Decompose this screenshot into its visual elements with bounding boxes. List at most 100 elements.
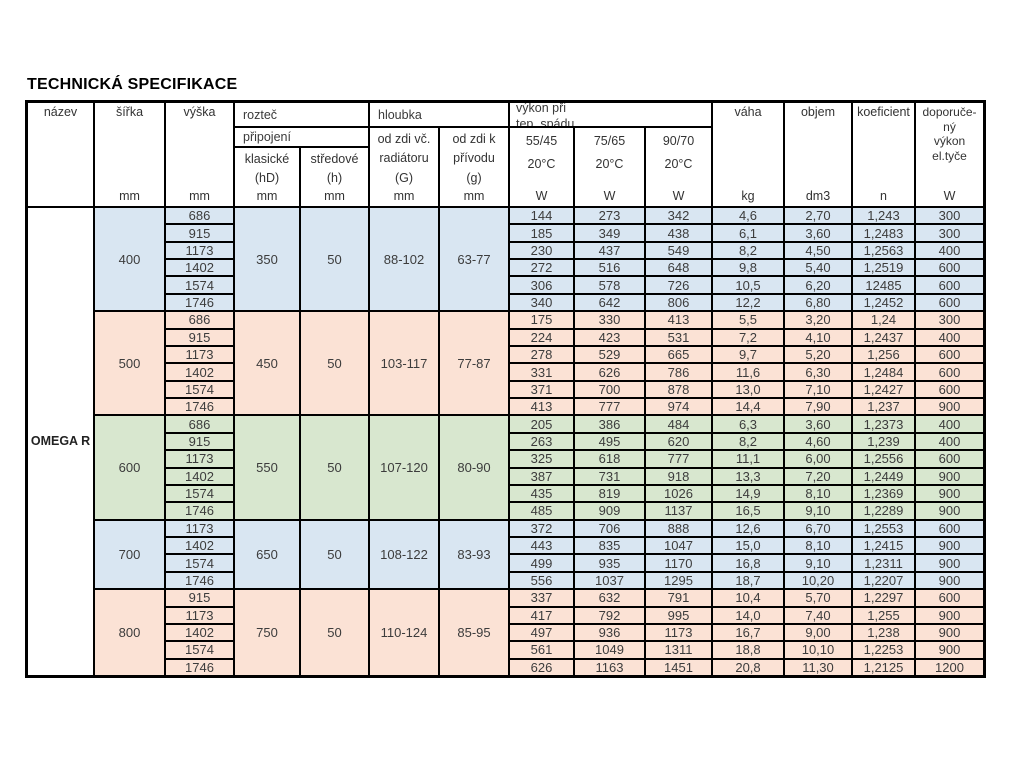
power-55-45-value-cell: 626 bbox=[510, 659, 573, 675]
power-90-70-value-cell: 791 bbox=[646, 590, 711, 606]
power-75-65-value-cell: 777 bbox=[575, 399, 644, 415]
power-90-70-value-cell: 777 bbox=[646, 451, 711, 467]
recommended-power-value-cell: 600 bbox=[916, 451, 983, 467]
weight-value-cell: 8,2 bbox=[713, 433, 783, 450]
col-header-power-55-45-unit: W bbox=[535, 189, 548, 203]
power-90-70-value-cell: 1295 bbox=[646, 572, 711, 589]
power-55-45-value-cell: 230 bbox=[510, 242, 573, 259]
page-title: TECHNICKÁ SPECIFIKACE bbox=[27, 76, 238, 93]
recommended-power-value-cell: 1200 bbox=[916, 659, 983, 675]
power-90-70-value-cell: 806 bbox=[646, 294, 711, 311]
coefficient-value-cell: 1,255 bbox=[853, 607, 914, 623]
power-75-65-value-cell: 1049 bbox=[575, 642, 644, 658]
depth-g-value-cell: 85-95 bbox=[440, 590, 508, 675]
col-header-power-90-70-label: 90/70 20°C bbox=[662, 134, 695, 171]
col-header-weight-unit: kg bbox=[741, 189, 755, 203]
volume-value-cell: 6,80 bbox=[785, 294, 851, 311]
coefficient-value-cell: 12485 bbox=[853, 277, 914, 293]
volume-value-cell: 9,10 bbox=[785, 503, 851, 519]
recommended-power-value-cell: 900 bbox=[916, 555, 983, 571]
height-value-cell: 686 bbox=[166, 416, 233, 432]
recommended-power-value-cell: 600 bbox=[916, 590, 983, 606]
coefficient-value-cell: 1,238 bbox=[853, 624, 914, 641]
col-header-recommended-power-label: doporuče- ný výkon el.tyče bbox=[922, 105, 977, 163]
recommended-power-value-cell: 600 bbox=[916, 260, 983, 276]
weight-value-cell: 14,0 bbox=[713, 607, 783, 623]
col-header-pitch-classic-label: klasické (hD) bbox=[244, 152, 290, 186]
power-90-70-value-cell: 878 bbox=[646, 381, 711, 398]
volume-value-cell: 2,70 bbox=[785, 208, 851, 224]
recommended-power-value-cell: 600 bbox=[916, 294, 983, 311]
col-header-power-90-70: 90/70 20°C W bbox=[646, 128, 711, 206]
col-header-depth-g: od zdi k přívodu (g) mm bbox=[440, 128, 508, 206]
power-75-65-value-cell: 495 bbox=[575, 433, 644, 450]
height-value-cell: 915 bbox=[166, 590, 233, 606]
power-75-65-value-cell: 349 bbox=[575, 225, 644, 241]
recommended-power-value-cell: 600 bbox=[916, 346, 983, 363]
height-value-cell: 1746 bbox=[166, 399, 233, 415]
col-header-coefficient-unit: n bbox=[880, 189, 887, 203]
col-header-height-unit: mm bbox=[189, 189, 210, 203]
power-90-70-value-cell: 531 bbox=[646, 329, 711, 345]
power-75-65-value-cell: 330 bbox=[575, 312, 644, 328]
depth-g-value-cell: 63-77 bbox=[440, 208, 508, 311]
power-90-70-value-cell: 342 bbox=[646, 208, 711, 224]
col-header-depth-G-label: od zdi vč. radiátoru (G) bbox=[377, 132, 431, 185]
volume-value-cell: 4,50 bbox=[785, 242, 851, 259]
weight-value-cell: 9,8 bbox=[713, 260, 783, 276]
power-90-70-value-cell: 484 bbox=[646, 416, 711, 432]
weight-value-cell: 11,6 bbox=[713, 364, 783, 380]
height-value-cell: 1574 bbox=[166, 277, 233, 293]
volume-value-cell: 4,60 bbox=[785, 433, 851, 450]
pitch-classic-value-cell: 350 bbox=[235, 208, 299, 311]
col-header-name-label: název bbox=[43, 105, 78, 119]
volume-value-cell: 11,30 bbox=[785, 659, 851, 675]
power-75-65-value-cell: 423 bbox=[575, 329, 644, 345]
col-header-pitch-classic-unit: mm bbox=[256, 189, 278, 203]
coefficient-value-cell: 1,2289 bbox=[853, 503, 914, 519]
col-header-volume: objem dm3 bbox=[785, 103, 851, 206]
height-value-cell: 1402 bbox=[166, 260, 233, 276]
weight-value-cell: 4,6 bbox=[713, 208, 783, 224]
col-header-depth: hloubka bbox=[370, 103, 508, 126]
col-header-depth-G-unit: mm bbox=[393, 189, 415, 203]
depth-G-value-cell: 107-120 bbox=[370, 416, 438, 519]
coefficient-value-cell: 1,256 bbox=[853, 346, 914, 363]
volume-value-cell: 7,90 bbox=[785, 399, 851, 415]
height-value-cell: 1574 bbox=[166, 485, 233, 502]
volume-value-cell: 6,30 bbox=[785, 364, 851, 380]
coefficient-value-cell: 1,239 bbox=[853, 433, 914, 450]
power-90-70-value-cell: 1451 bbox=[646, 659, 711, 675]
height-value-cell: 686 bbox=[166, 312, 233, 328]
power-75-65-value-cell: 936 bbox=[575, 624, 644, 641]
width-value-cell: 400 bbox=[95, 208, 164, 311]
col-header-power-55-45-label: 55/45 20°C bbox=[525, 134, 558, 171]
coefficient-value-cell: 1,2563 bbox=[853, 242, 914, 259]
recommended-power-value-cell: 900 bbox=[916, 624, 983, 641]
col-header-pitch-classic: klasické (hD) mm bbox=[235, 148, 299, 206]
power-55-45-value-cell: 325 bbox=[510, 451, 573, 467]
weight-value-cell: 10,4 bbox=[713, 590, 783, 606]
power-55-45-value-cell: 372 bbox=[510, 520, 573, 537]
recommended-power-value-cell: 900 bbox=[916, 642, 983, 658]
weight-value-cell: 12,6 bbox=[713, 520, 783, 537]
power-55-45-value-cell: 224 bbox=[510, 329, 573, 345]
volume-value-cell: 7,40 bbox=[785, 607, 851, 623]
power-75-65-value-cell: 935 bbox=[575, 555, 644, 571]
power-55-45-value-cell: 278 bbox=[510, 346, 573, 363]
col-header-width-label: šířka bbox=[115, 105, 144, 119]
weight-value-cell: 20,8 bbox=[713, 659, 783, 675]
power-75-65-value-cell: 386 bbox=[575, 416, 644, 432]
coefficient-value-cell: 1,2415 bbox=[853, 538, 914, 554]
pitch-central-value-cell: 50 bbox=[301, 416, 368, 519]
col-header-coefficient: koeficient n bbox=[853, 103, 914, 206]
power-90-70-value-cell: 648 bbox=[646, 260, 711, 276]
power-90-70-value-cell: 1047 bbox=[646, 538, 711, 554]
weight-value-cell: 10,5 bbox=[713, 277, 783, 293]
power-90-70-value-cell: 620 bbox=[646, 433, 711, 450]
col-header-width: šířka mm bbox=[95, 103, 164, 206]
weight-value-cell: 16,7 bbox=[713, 624, 783, 641]
col-header-power-75-65-unit: W bbox=[603, 189, 616, 203]
weight-value-cell: 13,0 bbox=[713, 381, 783, 398]
power-75-65-value-cell: 792 bbox=[575, 607, 644, 623]
